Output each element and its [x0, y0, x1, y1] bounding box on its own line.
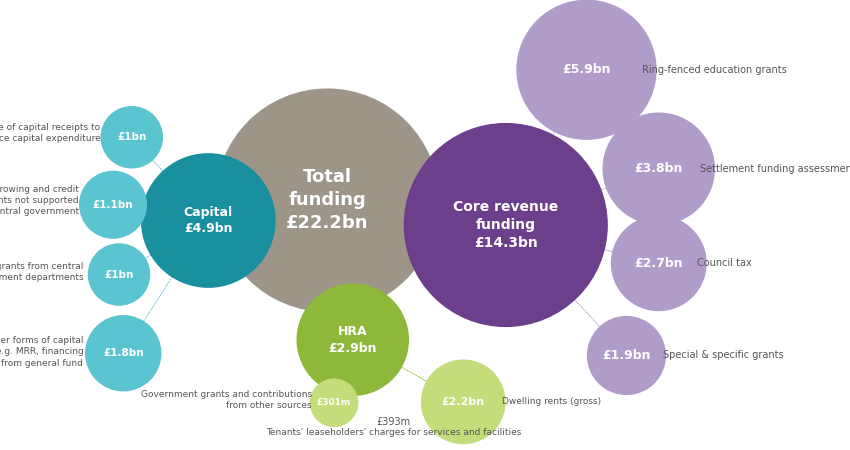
Text: Settlement funding assessment: Settlement funding assessment	[700, 164, 850, 174]
Text: Government grants and contributions
from other sources: Government grants and contributions from…	[141, 390, 312, 410]
Ellipse shape	[604, 113, 714, 224]
Text: Special & specific grants: Special & specific grants	[663, 351, 784, 360]
Text: Tenants' leaseholders' charges for services and facilities: Tenants' leaseholders' charges for servi…	[266, 428, 521, 437]
Ellipse shape	[310, 379, 358, 426]
Text: Dwelling rents (gross): Dwelling rents (gross)	[502, 397, 601, 406]
Text: Other borrowing and credit
arrangements not supported
by central government: Other borrowing and credit arrangements …	[0, 184, 79, 216]
Text: £301m: £301m	[317, 398, 351, 407]
Text: £1.8bn: £1.8bn	[103, 348, 144, 358]
Ellipse shape	[611, 216, 706, 310]
Text: Ring-fenced education grants: Ring-fenced education grants	[642, 65, 786, 75]
Ellipse shape	[517, 0, 656, 139]
Text: Council tax: Council tax	[697, 258, 751, 268]
Text: £1bn: £1bn	[105, 270, 133, 279]
Text: Use of capital receipts to
finance capital expenditure: Use of capital receipts to finance capit…	[0, 123, 100, 143]
Text: £5.9bn: £5.9bn	[562, 63, 611, 76]
Text: £3.8bn: £3.8bn	[635, 162, 683, 175]
Text: £1.1bn: £1.1bn	[93, 200, 133, 210]
Text: Capital grants from central
government departments: Capital grants from central government d…	[0, 262, 83, 282]
Text: £393m: £393m	[377, 417, 411, 427]
Ellipse shape	[298, 284, 408, 395]
Ellipse shape	[587, 317, 666, 394]
Ellipse shape	[86, 316, 161, 391]
Ellipse shape	[80, 171, 146, 238]
Text: £2.2bn: £2.2bn	[442, 397, 484, 407]
Text: Capital
£4.9bn: Capital £4.9bn	[184, 206, 233, 235]
Text: £2.7bn: £2.7bn	[634, 257, 683, 270]
Ellipse shape	[422, 360, 505, 444]
Ellipse shape	[88, 244, 150, 305]
Text: Other forms of capital
financing e.g. MRR, financing
from general fund: Other forms of capital financing e.g. MR…	[0, 336, 83, 368]
Text: £1bn: £1bn	[117, 132, 146, 142]
Ellipse shape	[405, 124, 607, 326]
Ellipse shape	[216, 89, 439, 311]
Text: £1.9bn: £1.9bn	[602, 349, 651, 362]
Text: Core revenue
funding
£14.3bn: Core revenue funding £14.3bn	[453, 200, 558, 250]
Text: Total
funding
£22.2bn: Total funding £22.2bn	[286, 168, 369, 232]
Ellipse shape	[142, 154, 275, 287]
Ellipse shape	[101, 107, 162, 168]
Text: HRA
£2.9bn: HRA £2.9bn	[328, 325, 377, 355]
